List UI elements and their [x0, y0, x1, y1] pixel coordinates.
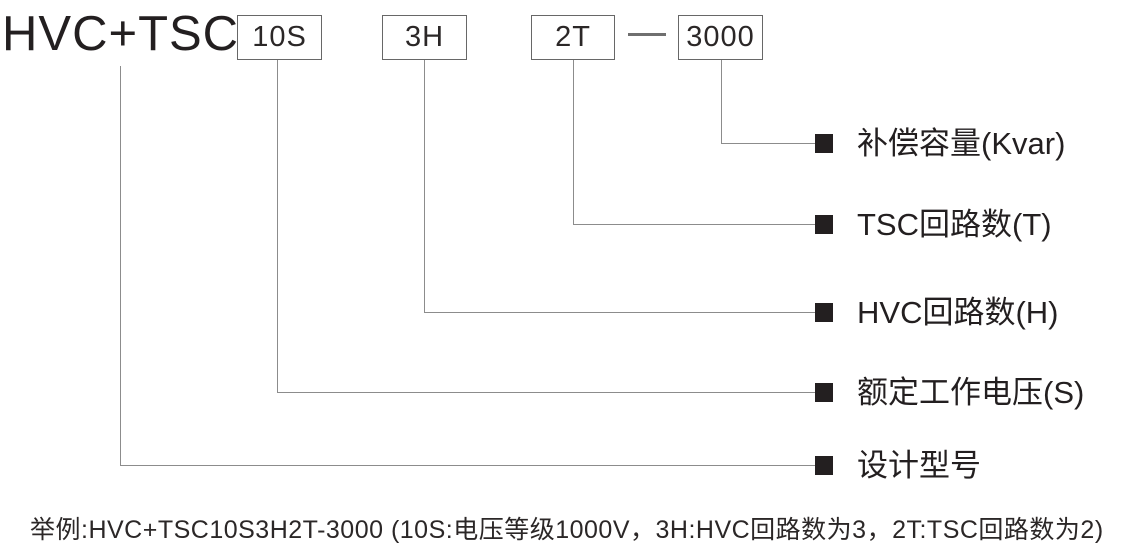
- code-box-3000: 3000: [678, 15, 763, 60]
- square-bullet-icon: [815, 456, 833, 475]
- code-box-3h: 3H: [382, 15, 467, 60]
- code-box-3h-label: 3H: [404, 21, 445, 53]
- legend-label-design-type: 设计型号: [857, 448, 981, 483]
- square-bullet-icon: [815, 215, 833, 234]
- code-box-2t: 2T: [531, 15, 615, 60]
- connector-2t-to-tsc-loops: [573, 60, 816, 225]
- connector-3000-to-capacity: [721, 60, 816, 144]
- code-box-2t-label: 2T: [555, 21, 591, 53]
- legend-label-compensation-capacity: 补偿容量(Kvar): [857, 126, 1066, 161]
- square-bullet-icon: [815, 383, 833, 402]
- square-bullet-icon: [815, 303, 833, 322]
- example-text: 举例:HVC+TSC10S3H2T-3000 (10S:电压等级1000V，3H…: [30, 516, 1104, 544]
- connector-prefix-to-design-type: [120, 66, 816, 466]
- dash-separator: [628, 33, 666, 36]
- square-bullet-icon: [815, 134, 833, 153]
- code-box-10s-label: 10S: [252, 21, 307, 53]
- legend-label-hvc-loop-count: HVC回路数(H): [857, 295, 1059, 330]
- connector-3h-to-hvc-loops: [424, 60, 816, 313]
- model-prefix: HVC+TSC: [2, 7, 240, 61]
- legend-label-rated-voltage: 额定工作电压(S): [857, 375, 1085, 410]
- connector-10s-to-rated-voltage: [277, 60, 816, 393]
- legend-label-tsc-loop-count: TSC回路数(T): [857, 207, 1052, 242]
- code-box-10s: 10S: [237, 15, 322, 60]
- code-box-3000-label: 3000: [686, 21, 755, 53]
